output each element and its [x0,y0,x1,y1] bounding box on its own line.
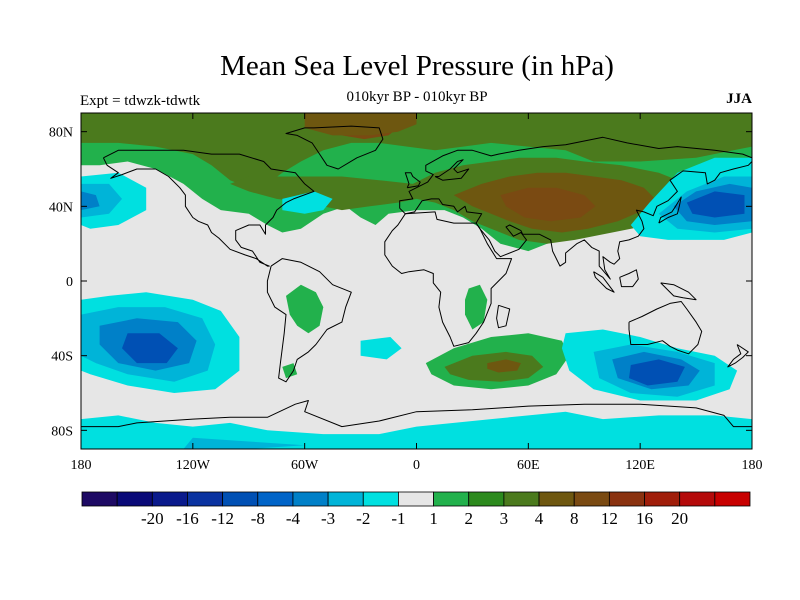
region-south-america-high [286,284,324,334]
period-subtitle: 010kyr BP - 010kyr BP [346,89,488,105]
coastline-scandinavia-baltic [434,159,470,181]
experiment-label: Expt = tdwzk-tdwtk [80,93,201,109]
colorbar-swatch [81,491,118,507]
lon-tick-label: 0 [413,458,420,473]
colorbar-label: 8 [570,509,579,528]
colorbar-label: -1 [391,509,405,528]
colorbar-label: -2 [356,509,370,528]
lat-tick-label: 40S [51,350,73,365]
colorbar-label: 12 [601,509,618,528]
axis-ticks: 80N 40N 0 40S 80S 180 120W 60W 0 60E 120E 180 [49,113,763,473]
colorbar-label: -12 [211,509,234,528]
colorbar-label: -8 [251,509,265,528]
lon-tick-label: 60E [517,458,540,473]
colorbar-label: 4 [535,509,544,528]
region-south-indian-high-4 [487,359,521,373]
coastline-sumatra [593,271,615,293]
chart-title: Mean Sea Level Pressure (in hPa) [220,50,614,82]
colorbar-label: -20 [141,509,164,528]
region-north-pacific-low-2 [81,183,122,218]
colorbar-swatch [714,491,751,507]
colorbar-label: 20 [671,509,688,528]
region-south-africa-high [465,284,488,330]
colorbar-swatch [116,491,153,507]
lat-tick-label: 0 [66,275,73,290]
colorbar-swatch [362,491,399,507]
region-south-australia-low-4 [629,359,685,386]
colorbar-label: 2 [464,509,473,528]
region-south-america-high-small [282,363,298,379]
colorbar-swatch [679,491,716,507]
region-antarctic-low [81,411,752,449]
region-arctic-high-4 [304,113,417,136]
coastline-eurasia [399,136,752,280]
coastline-great-britain [404,172,421,189]
lat-tick-label: 80S [51,424,73,439]
region-north-atlantic-low [282,191,333,214]
lon-tick-label: 120W [176,458,211,473]
lon-tick-label: 60W [291,458,319,473]
coastline-borneo [619,269,639,288]
colorbar-swatch [187,491,224,507]
colorbar-swatch [608,491,645,507]
coastline-japan [658,196,682,224]
lat-tick-label: 40N [49,200,73,215]
colorbar-swatch [644,491,681,507]
coastline-australia [628,301,703,355]
colorbar-label: 1 [429,509,438,528]
colorbar-label: 16 [636,509,653,528]
colorbar-label: -16 [176,509,199,528]
region-eurasia-high-8 [500,187,596,222]
colorbar-label: -4 [286,509,301,528]
colorbar-swatch [468,491,505,507]
colorbar-swatch [433,491,470,507]
colorbar: -20 -16 -12 -8 -4 -3 -2 -1 1 2 3 4 8 12 16 20 [81,491,751,528]
colorbar-swatch [151,491,188,507]
region-antarctic-low-2 [183,437,305,449]
colorbar-swatch [292,491,329,507]
colorbar-label: -3 [321,509,335,528]
coastlines [81,125,752,428]
contour-fills [81,113,752,449]
region-south-pacific-low-4 [122,333,178,364]
colorbar-swatch [503,491,540,507]
region-north-high-3 [81,113,752,188]
season-label: JJA [726,91,752,107]
lon-tick-label: 120E [625,458,655,473]
lon-tick-label: 180 [71,458,92,473]
coastline-new-zealand [727,344,749,368]
coastline-south-america [266,258,352,383]
region-south-atlantic-low [360,337,402,360]
colorbar-label: 3 [500,509,509,528]
coastline-antarctica [81,400,752,428]
region-nw-pacific-low-4 [686,191,745,218]
coastline-new-guinea [660,282,697,301]
colorbar-swatch [327,491,364,507]
lon-tick-label: 180 [742,458,763,473]
coastline-madagascar [496,304,511,329]
colorbar-swatch [222,491,259,507]
colorbar-swatch [573,491,610,507]
lat-tick-label: 80N [49,126,73,141]
coastline-greenland [285,125,384,170]
coastline-north-america [102,149,315,267]
region-north-pacific-low-3 [81,191,100,211]
colorbar-swatch [398,491,434,507]
colorbar-swatch [538,491,575,507]
colorbar-swatch [257,491,294,507]
